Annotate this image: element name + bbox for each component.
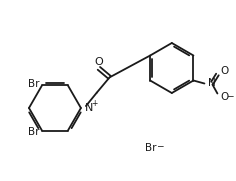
Text: Br: Br — [145, 143, 156, 153]
Text: −: − — [156, 142, 163, 150]
Text: O: O — [220, 92, 229, 102]
Text: −: − — [226, 91, 234, 100]
Text: Br: Br — [29, 79, 40, 89]
Text: Br: Br — [29, 127, 40, 136]
Text: N: N — [85, 103, 93, 113]
Text: N: N — [208, 79, 216, 89]
Text: O: O — [94, 57, 103, 67]
Text: +: + — [91, 100, 97, 108]
Text: O: O — [220, 66, 229, 77]
